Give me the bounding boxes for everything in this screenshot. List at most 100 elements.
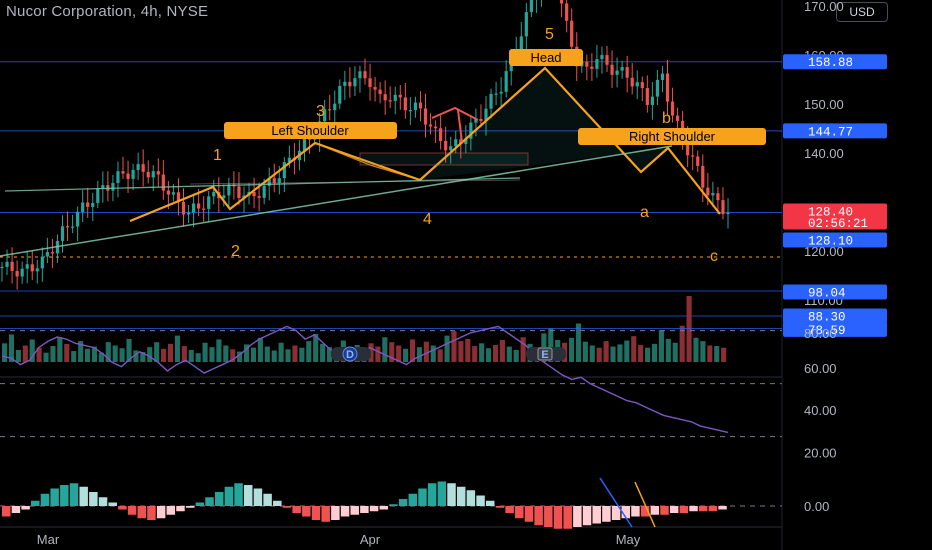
- histogram-bar: [244, 485, 253, 506]
- oscillator-pane: 60.00 40.00 20.00 78.59: [0, 321, 887, 461]
- price-badge: [783, 203, 887, 230]
- volume-bar: [589, 345, 595, 362]
- histogram-bar: [127, 506, 137, 515]
- oscillator-line: [1, 325, 729, 434]
- histogram-bar: [408, 493, 418, 506]
- osc-tick: 20.00: [804, 446, 837, 461]
- candle-body: [373, 87, 377, 90]
- volume-bar: [133, 350, 139, 362]
- volume-bar: [105, 342, 111, 362]
- candle-body: [45, 252, 49, 257]
- candle-body: [444, 141, 448, 151]
- wave-3-label: 3: [316, 103, 325, 120]
- candle-body: [696, 156, 700, 166]
- volume-bar: [714, 346, 720, 362]
- wave-5-label: 5: [545, 26, 554, 43]
- volume-bar: [216, 339, 222, 362]
- candle-body: [0, 266, 4, 269]
- volume-bar: [64, 343, 70, 362]
- candle-body: [393, 94, 397, 101]
- candle-body: [141, 164, 145, 172]
- candle-body: [328, 109, 332, 111]
- oscillator-badge-text: 78.59: [808, 324, 846, 338]
- volume-bar: [230, 349, 236, 362]
- price-badge: [783, 232, 887, 248]
- price-badge: [783, 284, 887, 300]
- volume-bar: [244, 344, 250, 362]
- earnings-event-marker[interactable]: E: [526, 347, 566, 361]
- volume-bar: [167, 343, 174, 362]
- histogram-bar: [466, 490, 476, 506]
- dividend-event-marker[interactable]: D: [331, 346, 371, 362]
- volume-bar: [389, 342, 395, 362]
- histogram-bar: [253, 488, 263, 506]
- wave-c-label: c: [710, 248, 718, 265]
- wave-4-label: 4: [423, 211, 432, 228]
- x-tick: May: [616, 532, 641, 547]
- candle-body: [398, 94, 402, 98]
- candle-body: [272, 178, 276, 183]
- volume-bar: [645, 347, 651, 362]
- volume-bar: [195, 353, 201, 362]
- histogram-bar: [456, 486, 466, 506]
- histogram-bar: [389, 504, 398, 506]
- candle-body: [353, 78, 357, 87]
- histogram-bar: [214, 492, 224, 506]
- histogram-bar: [592, 506, 601, 524]
- candle-body: [25, 264, 29, 269]
- y-tick: 150.00: [804, 97, 844, 112]
- volume-bar: [465, 338, 471, 362]
- histogram-bar: [21, 506, 30, 510]
- price-badge-text: 144.77: [808, 125, 853, 139]
- histogram-bar: [360, 506, 369, 513]
- candle-body: [595, 59, 599, 69]
- candle-body: [504, 71, 508, 92]
- volume-bar: [486, 348, 492, 362]
- histogram-bar: [311, 506, 321, 520]
- candle-body: [338, 85, 342, 104]
- head-text: Head: [530, 50, 561, 65]
- candle-body: [403, 97, 407, 111]
- volume-bar: [423, 341, 429, 362]
- volume-bar: [43, 352, 49, 362]
- histogram-bar: [553, 506, 563, 529]
- osc-tick: 40.00: [804, 403, 837, 418]
- histogram-bar: [650, 506, 660, 515]
- volume-bar: [285, 349, 291, 362]
- candle-body: [706, 187, 710, 196]
- candle-body: [383, 94, 387, 101]
- neckline: [4, 177, 521, 192]
- x-tick: Apr: [360, 532, 381, 547]
- volume-bar: [237, 351, 243, 362]
- y-tick: 140.00: [804, 146, 844, 161]
- candle-body: [333, 103, 337, 111]
- volume-bar: [181, 346, 187, 362]
- histogram-bar: [282, 506, 292, 508]
- histogram-bar: [582, 506, 592, 526]
- candle-body: [670, 101, 675, 116]
- left-shoulder-text: Left Shoulder: [271, 123, 349, 138]
- candle-body: [197, 203, 201, 209]
- volume-bar: [568, 337, 575, 362]
- histogram-bar: [350, 506, 359, 515]
- volume-bar: [721, 347, 727, 362]
- pattern-fill: [230, 68, 668, 209]
- volume-bar: [202, 342, 208, 362]
- candle-body: [469, 122, 473, 139]
- candle-body: [721, 200, 725, 215]
- volume-bar: [479, 343, 485, 362]
- candle-body: [726, 212, 730, 215]
- candle-body: [186, 212, 191, 215]
- candle-body: [484, 108, 488, 122]
- histogram-bar: [176, 506, 185, 512]
- currency-selector[interactable]: USD: [836, 2, 888, 22]
- candle-body: [640, 82, 644, 89]
- candle-body: [91, 202, 95, 207]
- countdown-text: 02:56:21: [808, 217, 868, 231]
- volume-bar: [506, 346, 512, 362]
- volume-bar: [78, 341, 84, 362]
- histogram-bar: [418, 488, 427, 506]
- earnings-event-text: E: [541, 349, 548, 361]
- histogram-bar: [147, 506, 156, 520]
